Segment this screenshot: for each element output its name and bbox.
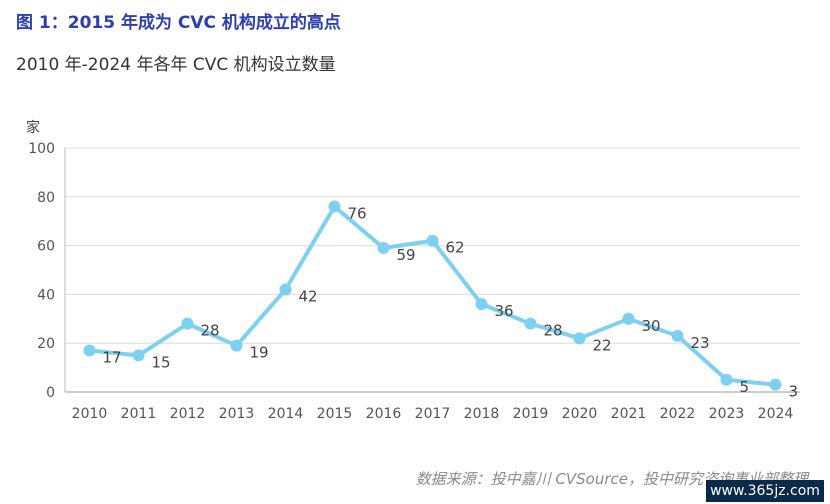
- data-label: 28: [201, 322, 220, 340]
- x-tick-label: 2024: [758, 406, 794, 422]
- data-point: [671, 329, 684, 342]
- data-label: 36: [495, 302, 514, 320]
- watermark: www.365jz.com: [706, 480, 824, 502]
- data-point: [83, 344, 96, 357]
- data-label: 3: [789, 383, 799, 401]
- y-tick-label: 80: [37, 190, 55, 206]
- data-labels: 17 15 28 19 42 76 59 62 36 28 22 30 23 5 3: [103, 205, 799, 401]
- data-point: [524, 317, 537, 330]
- data-points: [83, 200, 782, 391]
- data-point: [622, 312, 635, 325]
- x-tick-label: 2013: [219, 406, 255, 422]
- figure-title: 图 1：2015 年成为 CVC 机构成立的高点: [16, 13, 341, 33]
- data-point: [573, 332, 586, 345]
- y-tick-label: 40: [37, 287, 55, 303]
- data-label: 42: [299, 288, 318, 306]
- data-label: 5: [740, 378, 750, 396]
- x-tick-label: 2015: [317, 406, 353, 422]
- series-line: [87, 204, 778, 387]
- data-point: [132, 349, 145, 362]
- x-tick-labels: 2010 2011 2012 2013 2014 2015 2016 2017 2018 2019…: [72, 406, 794, 422]
- data-label: 28: [544, 322, 563, 340]
- x-tick-label: 2016: [366, 406, 402, 422]
- data-point: [475, 298, 488, 311]
- x-tick-label: 2011: [121, 406, 157, 422]
- data-point: [230, 339, 243, 352]
- data-point: [720, 373, 733, 386]
- y-tick-labels: 0 20 40 60 80 100: [28, 141, 55, 401]
- x-tick-label: 2023: [709, 406, 745, 422]
- data-label: 17: [103, 349, 122, 367]
- x-tick-label: 2022: [660, 406, 696, 422]
- data-label: 59: [397, 246, 416, 264]
- x-tick-label: 2012: [170, 406, 206, 422]
- y-tick-label: 60: [37, 239, 55, 255]
- y-axis-unit-label: 家: [26, 120, 40, 136]
- x-tick-label: 2020: [562, 406, 598, 422]
- x-tick-label: 2021: [611, 406, 647, 422]
- data-point: [769, 378, 782, 391]
- series-line-path: [87, 204, 778, 387]
- x-tick-label: 2010: [72, 406, 108, 422]
- axes: [64, 148, 800, 393]
- chart-subtitle: 2010 年-2024 年各年 CVC 机构设立数量: [16, 55, 336, 75]
- data-point: [377, 242, 390, 255]
- gridlines: [65, 147, 800, 344]
- data-label: 76: [348, 205, 367, 223]
- data-label: 62: [446, 239, 465, 257]
- data-label: 19: [250, 344, 269, 362]
- y-tick-label: 100: [28, 141, 55, 157]
- y-tick-label: 0: [46, 385, 55, 401]
- data-label: 15: [152, 353, 171, 371]
- data-point: [279, 283, 292, 296]
- data-point: [426, 234, 439, 247]
- x-tick-label: 2019: [513, 406, 549, 422]
- data-label: 22: [593, 336, 612, 354]
- data-label: 30: [642, 317, 661, 335]
- x-tick-label: 2017: [415, 406, 451, 422]
- x-tick-label: 2018: [464, 406, 500, 422]
- data-point: [181, 317, 194, 330]
- x-tick-label: 2014: [268, 406, 304, 422]
- data-point: [328, 200, 341, 213]
- y-tick-label: 20: [37, 336, 55, 352]
- data-label: 23: [691, 334, 710, 352]
